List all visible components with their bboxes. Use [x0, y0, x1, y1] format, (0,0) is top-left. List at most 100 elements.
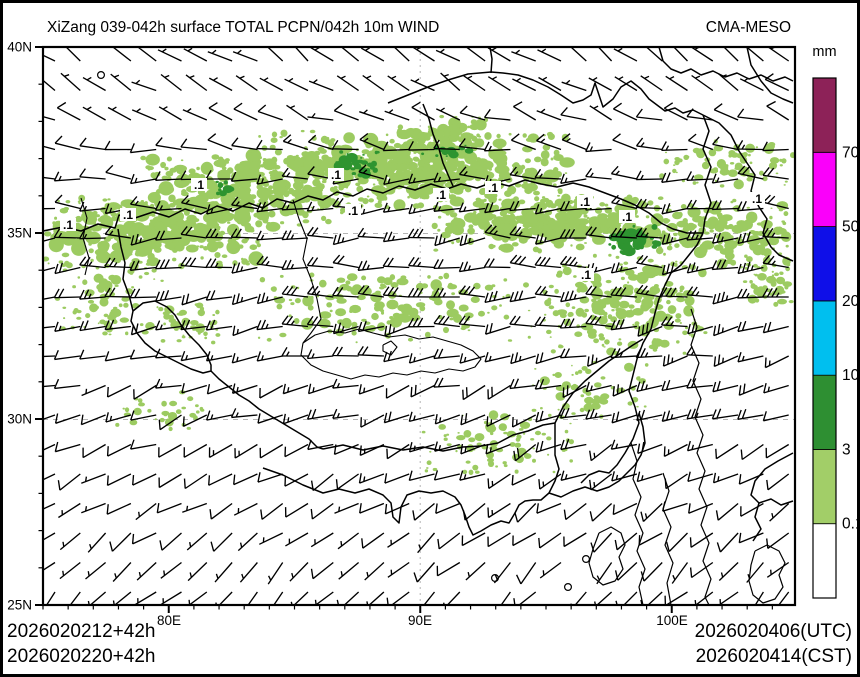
wind-barb [281, 285, 309, 298]
wind-barb [484, 202, 511, 214]
wind-barb [59, 532, 81, 551]
province-border [554, 338, 644, 424]
wind-barb [332, 254, 359, 269]
province-border [117, 228, 134, 312]
wind-barb [230, 408, 258, 419]
river-line [662, 472, 674, 604]
contour-label: .1 [63, 218, 73, 232]
x-axis-tick-label: 100E [656, 613, 688, 628]
wind-barb [110, 73, 132, 92]
wind-barb [723, 48, 739, 62]
wind-barb [284, 473, 309, 487]
wind-barb [711, 173, 739, 184]
wind-barb [334, 502, 359, 514]
wind-barb [407, 317, 435, 328]
wind-barb [106, 473, 132, 487]
wind-barb [57, 473, 81, 491]
wind-barb [335, 473, 359, 490]
wind-barb [559, 255, 587, 269]
wind-barb [182, 414, 208, 428]
wind-barb [308, 79, 334, 92]
wind-barb [712, 380, 739, 393]
wind-barb [635, 137, 663, 151]
wind-barb [385, 384, 410, 399]
axes-layer: 80E 90E 100E 40N 35N 30N 25N [7, 40, 797, 628]
wind-barb [208, 473, 233, 486]
wind-barb [231, 262, 258, 274]
wind-barb [612, 384, 638, 397]
colorbar-tick-label: 10 [842, 367, 860, 384]
wind-barb [332, 346, 359, 357]
wind-barb [58, 502, 81, 519]
wind-barb [256, 319, 283, 331]
wind-barb [104, 257, 131, 269]
wind-barb [535, 233, 562, 245]
wind-barb [382, 231, 410, 243]
wind-barb [154, 348, 182, 359]
wind-barb [585, 381, 612, 393]
wind-barb [561, 133, 587, 151]
wind-barb [387, 532, 410, 548]
wind-barb [53, 378, 81, 390]
wind-barb [511, 473, 536, 486]
province-border [548, 412, 646, 498]
wind-barb [54, 194, 81, 210]
wind-barb [737, 408, 764, 420]
wind-barb [267, 48, 284, 62]
wind-barb [766, 561, 790, 578]
wind-barb [640, 562, 663, 582]
wind-barb [717, 73, 739, 92]
wind-barb [129, 439, 157, 450]
wind-barb [635, 108, 663, 121]
wind-barb [357, 260, 384, 271]
contour-label-box [433, 188, 449, 201]
wind-barb [207, 49, 233, 62]
wind-barb [231, 383, 258, 394]
wind-barb [662, 354, 688, 367]
wind-barb [56, 101, 81, 121]
contour-label-box [191, 178, 207, 191]
wind-barb [590, 532, 613, 553]
wind-barb [534, 168, 562, 180]
wind-barb [433, 287, 460, 298]
wind-barb [133, 384, 157, 400]
wind-barb [134, 591, 157, 604]
wind-barb [180, 319, 207, 331]
wind-barb [231, 137, 258, 151]
wind-barb [559, 200, 587, 212]
wind-barb [66, 48, 81, 62]
wind-barb [361, 532, 385, 549]
wind-barb [79, 229, 106, 240]
wind-barb [589, 503, 613, 522]
wind-barb [769, 503, 790, 522]
wind-barb [610, 348, 637, 359]
wind-barb [534, 378, 562, 390]
wind-barb [535, 352, 562, 365]
wind-barb [208, 443, 233, 458]
wind-barb [132, 473, 157, 486]
wind-barb [310, 532, 334, 548]
wind-barb [719, 591, 739, 604]
wind-barb [306, 256, 334, 269]
wind-barb [235, 75, 258, 92]
wind-barb [208, 102, 233, 121]
x-axis-tick-label: 90E [408, 613, 432, 628]
colorbar-tick-label: 0.1 [842, 516, 860, 533]
wind-barb [408, 173, 435, 184]
wind-barb [106, 384, 132, 398]
wind-barb [664, 473, 688, 490]
wind-barb [256, 174, 283, 185]
wind-barb [410, 384, 435, 398]
wind-barb [237, 532, 258, 552]
wind-barb [382, 286, 410, 298]
wind-barb [158, 443, 182, 458]
wind-barb [332, 378, 359, 389]
wind-barb [185, 74, 208, 92]
valid-time-cst: 2026020414(CST) [695, 646, 852, 667]
wind-barb [284, 77, 309, 92]
wind-barb [458, 285, 486, 298]
wind-barb [248, 591, 258, 604]
wind-barb [435, 502, 461, 515]
wind-barb [740, 502, 764, 517]
